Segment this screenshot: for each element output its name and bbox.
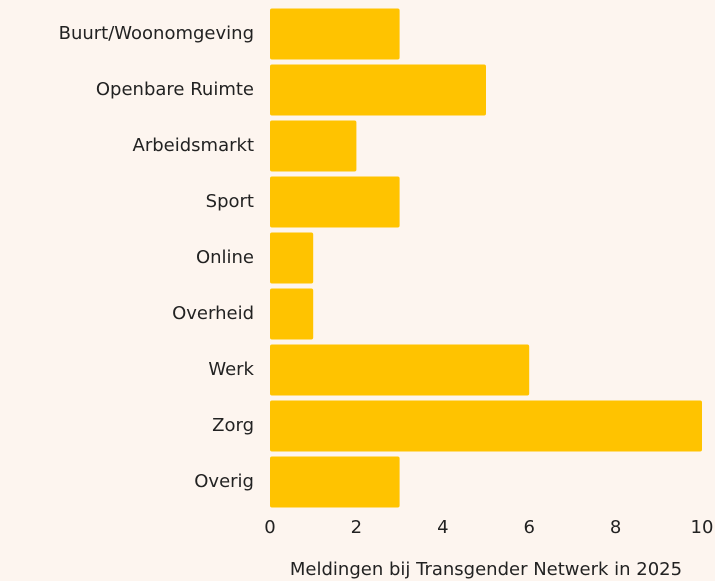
x-tick-label: 10 xyxy=(691,517,714,538)
x-tick-label: 4 xyxy=(437,517,448,538)
bar xyxy=(270,64,486,116)
y-tick-label: Buurt/Woonomgeving xyxy=(59,23,254,44)
y-tick-label: Zorg xyxy=(212,415,254,436)
bar xyxy=(270,344,530,396)
y-tick-label: Werk xyxy=(208,359,254,380)
y-tick-label: Online xyxy=(196,247,254,268)
bar xyxy=(270,400,702,452)
y-tick-label: Overig xyxy=(194,471,254,492)
x-axis-label: Meldingen bij Transgender Netwerk in 202… xyxy=(290,559,682,580)
bar xyxy=(270,176,400,228)
bar xyxy=(270,232,314,284)
x-tick-label: 0 xyxy=(264,517,275,538)
y-tick-label: Overheid xyxy=(172,303,254,324)
bar xyxy=(270,456,400,508)
y-tick-label: Arbeidsmarkt xyxy=(133,135,254,156)
bar xyxy=(270,288,314,340)
bar xyxy=(270,120,357,172)
x-tick-label: 8 xyxy=(610,517,621,538)
bar xyxy=(270,8,400,60)
y-tick-label: Sport xyxy=(206,191,254,212)
y-tick-label: Openbare Ruimte xyxy=(96,79,254,100)
x-tick-label: 2 xyxy=(351,517,362,538)
x-tick-label: 6 xyxy=(523,517,534,538)
